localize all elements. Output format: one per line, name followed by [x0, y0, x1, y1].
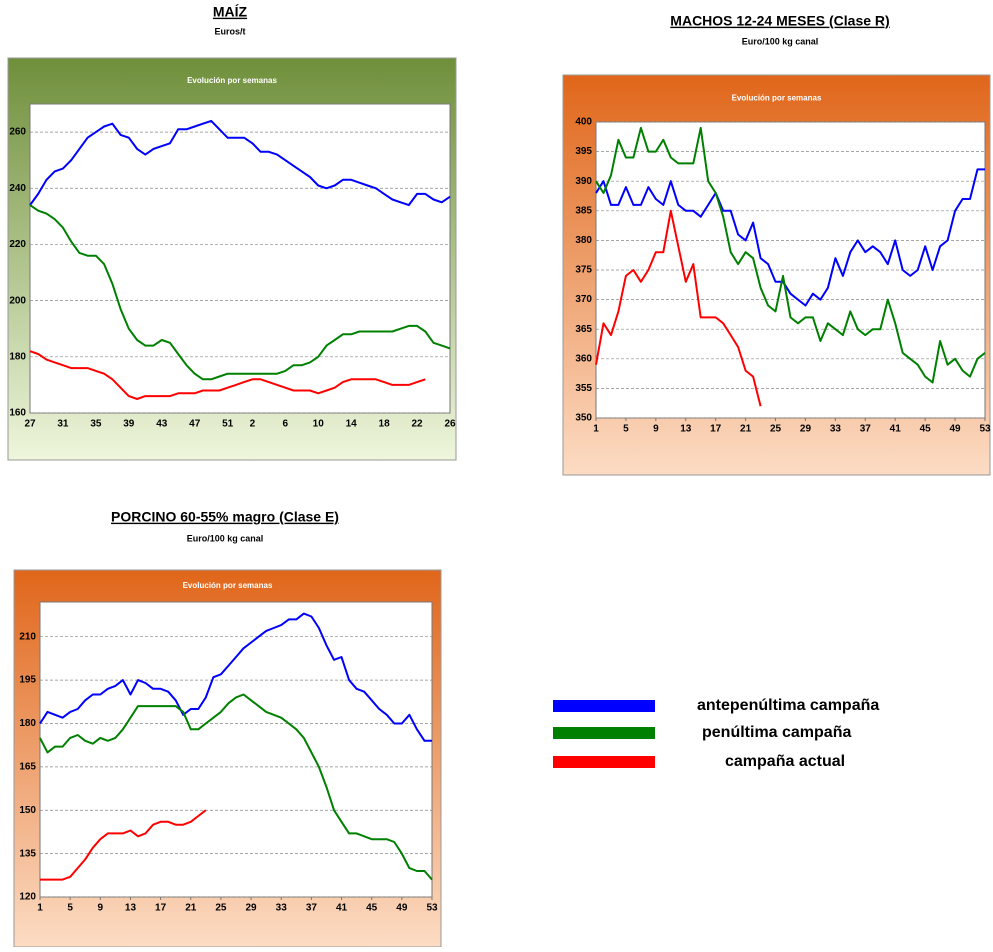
y-tick-label: 210	[19, 631, 36, 642]
x-tick-label: 13	[680, 424, 692, 435]
x-tick-label: 53	[426, 903, 438, 914]
x-tick-label: 26	[444, 419, 456, 430]
series-line	[595, 126, 986, 384]
x-tick-label: 35	[90, 419, 102, 430]
x-tick-label: 25	[215, 903, 227, 914]
plot-area	[39, 601, 433, 898]
y-tick-label: 375	[575, 265, 592, 276]
x-tick-label: 41	[336, 903, 348, 914]
x-tick-label: 10	[313, 419, 325, 430]
x-tick-label: 17	[155, 903, 167, 914]
y-tick-label: 365	[575, 324, 592, 335]
series-line	[29, 119, 451, 207]
series-line	[595, 168, 985, 307]
x-tick-label: 27	[24, 419, 36, 430]
legend-swatch	[553, 727, 655, 739]
legend-swatch	[553, 700, 655, 712]
legend-swatch	[553, 756, 655, 768]
x-tick-label: 47	[189, 419, 201, 430]
x-tick-label: 49	[396, 903, 408, 914]
y-tick-label: 150	[19, 805, 36, 816]
x-tick-label: 45	[366, 903, 378, 914]
x-tick-label: 37	[306, 903, 318, 914]
x-tick-label: 39	[123, 419, 135, 430]
y-tick-label: 370	[575, 294, 592, 305]
y-tick-label: 165	[19, 761, 36, 772]
x-tick-label: 41	[890, 424, 902, 435]
x-tick-label: 33	[830, 424, 842, 435]
legend-label: penúltima campaña	[702, 724, 851, 741]
y-tick-label: 180	[9, 351, 26, 362]
y-tick-label: 220	[9, 239, 26, 250]
x-tick-label: 1	[593, 424, 599, 435]
panel-title: Evolución por semanas	[187, 76, 277, 85]
chart-subtitle: Euro/100 kg canal	[187, 533, 264, 543]
x-tick-label: 51	[222, 419, 234, 430]
plot-area	[29, 103, 451, 414]
chart-subtitle: Euro/100 kg canal	[742, 36, 819, 46]
y-tick-label: 180	[19, 718, 36, 729]
x-tick-label: 21	[185, 903, 197, 914]
y-tick-label: 160	[9, 408, 26, 419]
x-tick-label: 5	[67, 903, 73, 914]
panel-title: Evolución por semanas	[183, 581, 273, 590]
y-tick-label: 135	[19, 848, 36, 859]
y-tick-label: 360	[575, 353, 592, 364]
chart-title: MAÍZ	[213, 4, 248, 20]
x-tick-label: 13	[125, 903, 137, 914]
series-line	[39, 612, 432, 742]
series-line	[40, 809, 207, 881]
y-tick-label: 390	[575, 176, 592, 187]
x-tick-label: 37	[860, 424, 872, 435]
x-tick-label: 9	[653, 424, 659, 435]
x-tick-label: 14	[346, 419, 358, 430]
x-tick-label: 29	[246, 903, 258, 914]
series-line	[29, 204, 451, 381]
x-tick-label: 5	[623, 424, 629, 435]
x-tick-label: 1	[37, 903, 43, 914]
y-tick-label: 385	[575, 205, 592, 216]
x-tick-label: 49	[950, 424, 962, 435]
series-line	[29, 350, 426, 400]
chart-subtitle: Euros/t	[214, 26, 245, 36]
x-tick-label: 25	[770, 424, 782, 435]
y-tick-label: 240	[9, 183, 26, 194]
x-tick-label: 17	[710, 424, 722, 435]
legend-label: campaña actual	[725, 753, 845, 770]
chart-title: PORCINO 60-55% magro (Clase E)	[111, 509, 339, 525]
x-tick-label: 21	[740, 424, 752, 435]
chart-title: MACHOS 12-24 MESES (Clase R)	[670, 13, 889, 29]
y-tick-label: 395	[575, 146, 592, 157]
x-tick-label: 22	[411, 419, 423, 430]
x-tick-label: 31	[57, 419, 69, 430]
x-tick-label: 53	[979, 424, 991, 435]
y-tick-label: 260	[9, 127, 26, 138]
y-tick-label: 200	[9, 295, 26, 306]
x-tick-label: 6	[283, 419, 289, 430]
y-tick-label: 195	[19, 675, 36, 686]
x-tick-label: 45	[920, 424, 932, 435]
series-line	[595, 209, 762, 407]
y-tick-label: 120	[19, 892, 36, 903]
x-tick-label: 29	[800, 424, 812, 435]
x-tick-label: 33	[276, 903, 288, 914]
series-line	[39, 693, 433, 881]
y-tick-label: 350	[575, 413, 592, 424]
x-tick-label: 9	[98, 903, 104, 914]
x-tick-label: 43	[156, 419, 168, 430]
y-tick-label: 400	[575, 117, 592, 128]
y-tick-label: 355	[575, 383, 592, 394]
x-tick-label: 2	[250, 419, 256, 430]
panel-title: Evolución por semanas	[732, 94, 822, 103]
y-tick-label: 380	[575, 235, 592, 246]
legend-label: antepenúltima campaña	[697, 697, 879, 714]
x-tick-label: 18	[379, 419, 391, 430]
